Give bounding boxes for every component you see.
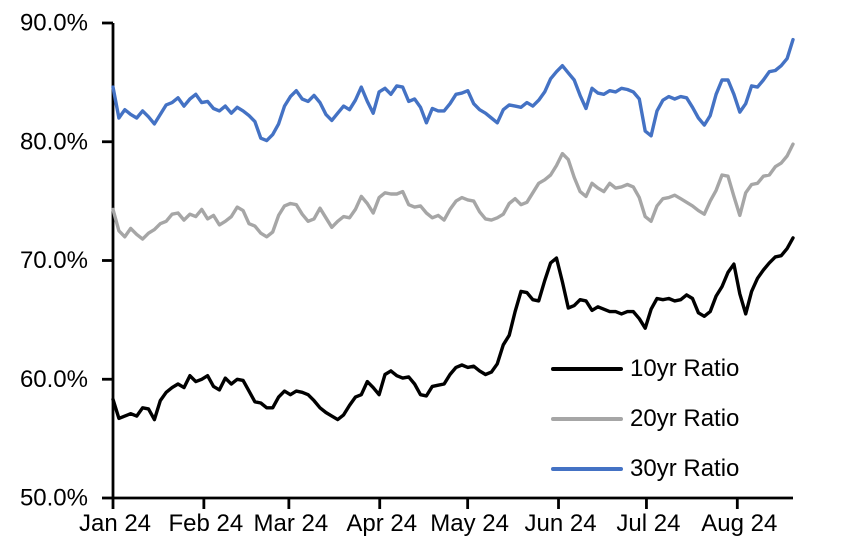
- x-tick-label: Jun 24: [524, 510, 596, 537]
- y-tick-label: 90.0%: [20, 10, 88, 37]
- y-tick-label: 50.0%: [20, 485, 88, 512]
- y-tick-label: 60.0%: [20, 366, 88, 393]
- chart-legend: 10yr Ratio 20yr Ratio 30yr Ratio: [551, 344, 739, 494]
- x-tick-label: Mar 24: [254, 510, 329, 537]
- 20yr-ratio-line: [111, 142, 795, 241]
- legend-item-20yr: 20yr Ratio: [551, 394, 739, 444]
- legend-item-10yr: 10yr Ratio: [551, 344, 739, 394]
- y-tick-label: 80.0%: [20, 128, 88, 155]
- x-tick-label: Aug 24: [701, 510, 777, 537]
- legend-swatch-30yr: [551, 467, 623, 471]
- legend-item-30yr: 30yr Ratio: [551, 444, 739, 494]
- 30yr-ratio-line: [111, 37, 795, 143]
- x-tick-label: May 24: [430, 510, 509, 537]
- y-tick-label: 70.0%: [20, 247, 88, 274]
- legend-swatch-10yr: [551, 367, 623, 371]
- legend-label-20yr: 20yr Ratio: [630, 405, 740, 432]
- x-tick-label: Jul 24: [616, 510, 680, 537]
- x-tick-label: Apr 24: [346, 510, 417, 537]
- legend-swatch-20yr: [551, 417, 623, 421]
- legend-label-10yr: 10yr Ratio: [630, 355, 740, 382]
- x-tick-label: Feb 24: [169, 510, 244, 537]
- legend-label-30yr: 30yr Ratio: [630, 455, 740, 482]
- x-tick-label: Jan 24: [79, 510, 151, 537]
- 10yr-ratio-line: [111, 236, 795, 422]
